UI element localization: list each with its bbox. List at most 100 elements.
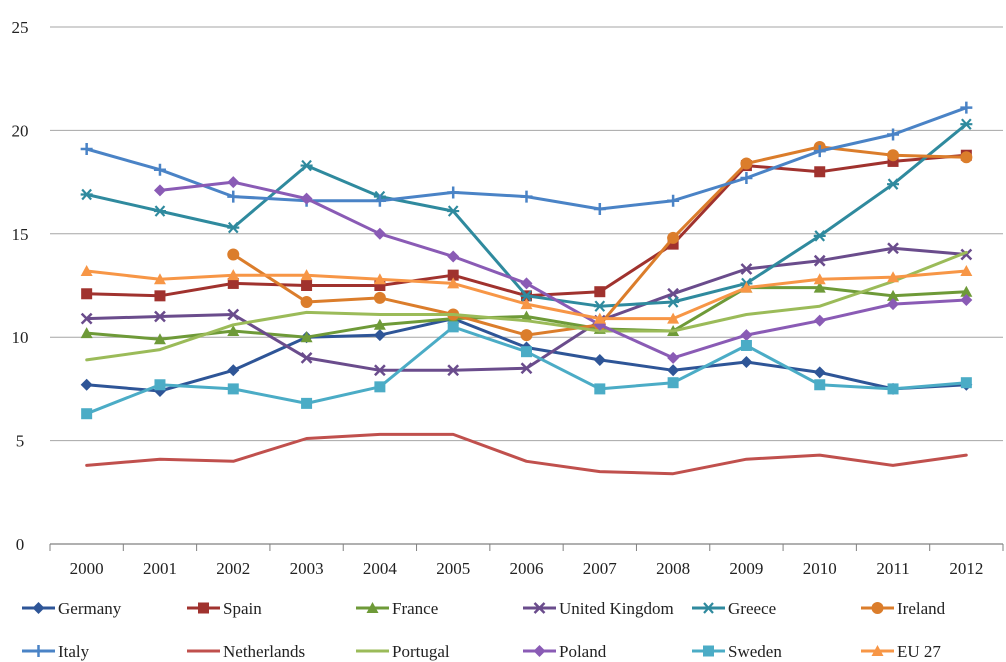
data-point bbox=[887, 149, 900, 162]
data-point bbox=[227, 176, 240, 189]
data-point bbox=[374, 381, 386, 393]
data-point bbox=[80, 143, 93, 156]
y-tick-label: 10 bbox=[12, 328, 29, 347]
data-point bbox=[447, 277, 460, 289]
plot-area bbox=[80, 101, 973, 476]
data-point bbox=[887, 242, 899, 255]
legend-item: Greece bbox=[692, 599, 776, 618]
data-point bbox=[301, 397, 313, 409]
legend-label: Ireland bbox=[897, 599, 946, 618]
legend-label: France bbox=[392, 599, 438, 618]
x-tick-label: 2008 bbox=[656, 559, 690, 578]
data-point bbox=[960, 265, 973, 277]
data-point bbox=[813, 273, 826, 285]
legend-item: France bbox=[356, 599, 438, 618]
x-tick-label: 2009 bbox=[729, 559, 763, 578]
data-point bbox=[594, 286, 606, 298]
data-point bbox=[374, 280, 386, 291]
data-point bbox=[813, 145, 826, 158]
series-portugal bbox=[85, 250, 968, 362]
data-point bbox=[447, 250, 460, 263]
legend-label: Greece bbox=[728, 599, 776, 618]
data-point bbox=[80, 188, 93, 201]
data-point bbox=[154, 310, 166, 323]
data-point bbox=[740, 356, 753, 369]
data-point bbox=[80, 378, 93, 391]
data-point bbox=[593, 300, 606, 312]
data-point bbox=[533, 602, 546, 614]
data-point bbox=[300, 192, 313, 205]
data-point bbox=[813, 281, 826, 293]
data-point bbox=[887, 128, 900, 141]
y-tick-label: 15 bbox=[12, 225, 29, 244]
legend-item: Germany bbox=[22, 599, 122, 618]
data-point bbox=[667, 312, 680, 324]
data-point bbox=[887, 298, 900, 311]
data-point bbox=[154, 290, 166, 302]
data-point bbox=[520, 310, 533, 322]
y-tick-label: 5 bbox=[16, 432, 25, 451]
data-point bbox=[373, 291, 386, 304]
data-point bbox=[81, 408, 93, 420]
data-point bbox=[227, 221, 240, 234]
data-point bbox=[198, 602, 209, 614]
data-point bbox=[667, 351, 680, 364]
legend-label: Poland bbox=[559, 642, 607, 661]
legend-label: Spain bbox=[223, 599, 262, 618]
legend-label: Netherlands bbox=[223, 642, 305, 661]
legend-label: Portugal bbox=[392, 642, 450, 661]
data-point bbox=[593, 353, 606, 366]
data-point bbox=[593, 202, 606, 215]
data-point bbox=[32, 602, 45, 614]
data-point bbox=[300, 296, 313, 309]
data-point bbox=[740, 171, 753, 184]
data-point bbox=[447, 364, 460, 377]
x-axis: 2000 2001 2002 2003 2004 2005 2006 2007 2008 2009… bbox=[49, 543, 1004, 578]
data-point bbox=[366, 602, 379, 613]
legend-item: Italy bbox=[22, 642, 90, 661]
data-point bbox=[227, 308, 240, 321]
x-tick-label: 2000 bbox=[70, 559, 104, 578]
data-point bbox=[153, 184, 166, 197]
data-point bbox=[301, 280, 313, 291]
data-point bbox=[154, 379, 166, 391]
series-netherlands bbox=[85, 432, 968, 476]
data-point bbox=[153, 273, 166, 285]
data-point bbox=[871, 602, 884, 614]
data-point bbox=[520, 277, 533, 290]
x-tick-label: 2003 bbox=[290, 559, 324, 578]
data-point bbox=[374, 364, 386, 377]
legend-item: Ireland bbox=[861, 599, 946, 618]
data-point bbox=[887, 271, 900, 283]
data-point bbox=[373, 318, 386, 330]
x-tick-label: 2006 bbox=[510, 559, 544, 578]
series-line bbox=[85, 432, 968, 476]
data-point bbox=[300, 331, 313, 343]
data-point bbox=[813, 314, 826, 327]
x-tick-label: 2005 bbox=[436, 559, 470, 578]
series-united-kingdom bbox=[80, 242, 973, 377]
data-point bbox=[447, 269, 459, 281]
data-point bbox=[740, 263, 753, 275]
data-point bbox=[960, 101, 973, 114]
legend-item: United Kingdom bbox=[523, 599, 674, 618]
data-point bbox=[521, 346, 532, 358]
legend-item: Netherlands bbox=[187, 642, 305, 661]
legend: Germany Spain France United Kingdom Greece Ir… bbox=[22, 599, 946, 661]
data-point bbox=[373, 329, 386, 342]
data-point bbox=[447, 186, 460, 199]
data-point bbox=[520, 329, 533, 342]
data-point bbox=[32, 645, 45, 657]
data-point bbox=[813, 254, 826, 267]
x-tick-label: 2002 bbox=[216, 559, 250, 578]
legend-item: EU 27 bbox=[861, 642, 941, 661]
data-point bbox=[813, 366, 826, 379]
data-point bbox=[960, 118, 973, 130]
legend-item: Portugal bbox=[356, 642, 450, 661]
data-point bbox=[80, 265, 93, 277]
legend-label: Germany bbox=[58, 599, 122, 618]
x-tick-label: 2011 bbox=[876, 559, 909, 578]
data-point bbox=[81, 288, 93, 300]
data-point bbox=[520, 298, 533, 310]
data-point bbox=[667, 296, 680, 308]
